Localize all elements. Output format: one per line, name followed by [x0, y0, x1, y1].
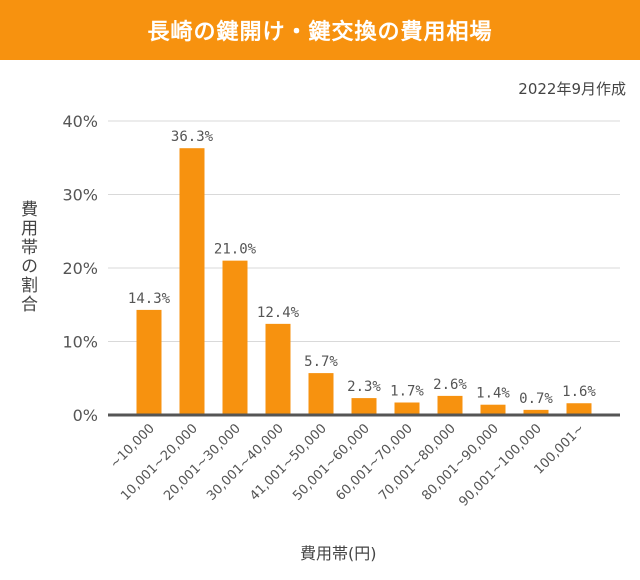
- bar: [179, 148, 205, 415]
- y-tick-label: 0%: [73, 406, 98, 425]
- x-axis-title: 費用帯(円): [300, 544, 377, 563]
- data-label: 14.3%: [128, 291, 171, 307]
- data-label: 5.7%: [304, 354, 338, 370]
- x-tick-label: 50,001~60,000: [290, 421, 373, 504]
- chart-title: 長崎の鍵開け・鍵交換の費用相場: [0, 0, 640, 60]
- bar: [265, 323, 291, 415]
- y-tick-label: 20%: [62, 259, 98, 278]
- y-axis-title: 費用帯の割合: [17, 200, 37, 314]
- bar: [394, 402, 420, 415]
- bar: [136, 309, 162, 415]
- x-tick-label: 60,001~70,000: [333, 421, 416, 504]
- x-tick-label: 30,001~40,000: [204, 421, 287, 504]
- bar: [480, 404, 506, 415]
- x-tick-label: 90,001~100,000: [456, 421, 544, 509]
- x-tick-label: 41,001~50,000: [247, 421, 330, 504]
- bar: [351, 398, 377, 415]
- data-label: 0.7%: [519, 391, 553, 407]
- data-label: 2.3%: [347, 379, 381, 395]
- bar: [437, 395, 463, 415]
- y-tick-label: 30%: [62, 186, 98, 205]
- data-label: 2.6%: [433, 377, 467, 393]
- data-label: 1.4%: [476, 386, 510, 402]
- y-tick-label: 40%: [62, 112, 98, 131]
- data-label: 36.3%: [171, 129, 214, 145]
- bar: [308, 373, 334, 415]
- x-tick-label: 80,001~90,000: [419, 421, 502, 504]
- data-label: 1.7%: [390, 384, 424, 400]
- bar: [566, 403, 592, 415]
- data-label: 21.0%: [214, 242, 257, 258]
- bar: [222, 260, 248, 415]
- x-tick-label: 70,001~80,000: [376, 421, 459, 504]
- bar: [523, 409, 549, 415]
- created-date: 2022年9月作成: [518, 80, 626, 98]
- x-tick-label: 20,001~30,000: [161, 421, 244, 504]
- data-label: 12.4%: [257, 305, 300, 321]
- y-tick-label: 10%: [62, 333, 98, 352]
- data-label: 1.6%: [562, 384, 596, 400]
- x-tick-label: 10,001~20,000: [118, 421, 201, 504]
